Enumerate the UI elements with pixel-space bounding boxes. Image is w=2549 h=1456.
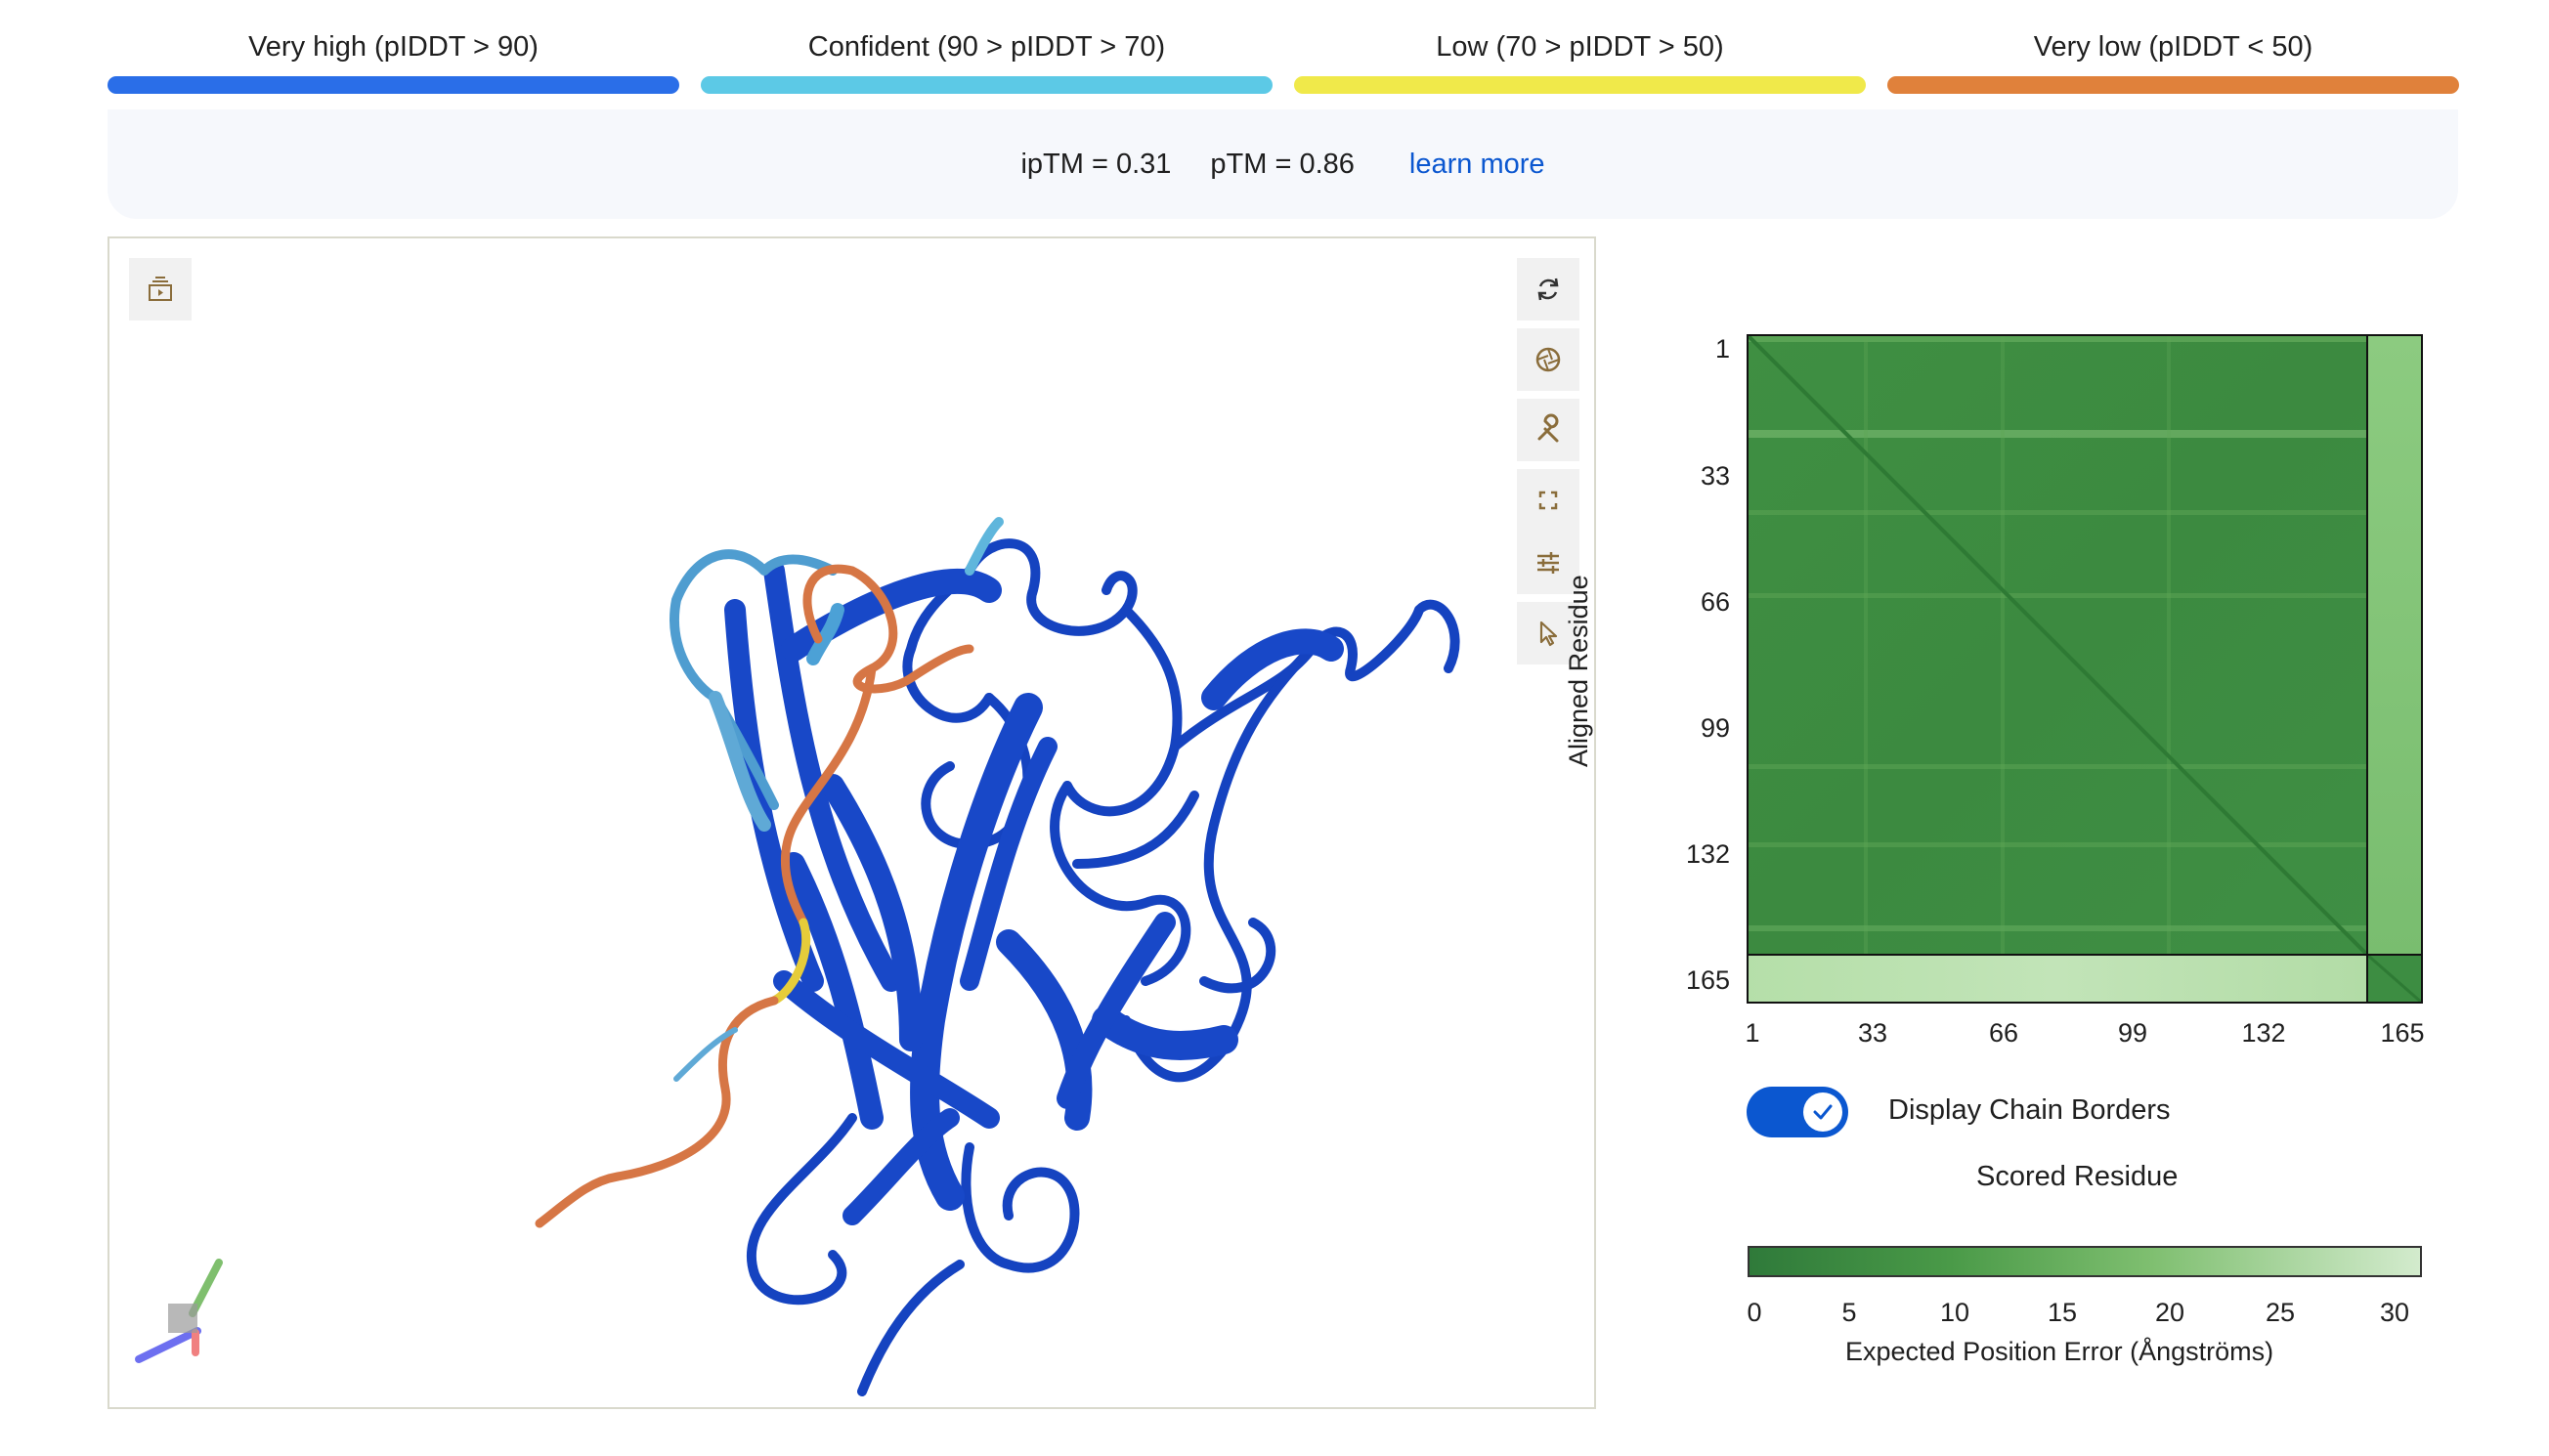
rotate-icon[interactable] <box>1517 258 1579 321</box>
iptm-score: ipTM = 0.31 <box>1020 148 1172 180</box>
legend-label: Confident (90 > pIDDT > 70) <box>807 31 1166 63</box>
legend-color-bar <box>701 76 1273 94</box>
x-tick: 99 <box>2117 1018 2148 1048</box>
error-colorbar <box>1748 1246 2422 1277</box>
chain-borders-label: Display Chain Borders <box>1888 1094 2171 1126</box>
score-banner: ipTM = 0.31 pTM = 0.86 learn more <box>108 109 2458 219</box>
learn-more-link[interactable]: learn more <box>1408 148 1545 180</box>
pae-heatmap[interactable] <box>1747 334 2423 1004</box>
legend-color-bar <box>1887 76 2459 94</box>
legend-label: Very low (pIDDT < 50) <box>2033 31 2313 63</box>
pae-panel: Aligned Residue 1 33 66 99 132 165 <box>1564 334 2425 1366</box>
plddt-legend: Very high (pIDDT > 90) Confident (90 > p… <box>108 27 2459 96</box>
legend-confident: Confident (90 > pIDDT > 70) <box>701 27 1273 94</box>
y-tick: 99 <box>1700 713 1730 743</box>
y-tick: 1 <box>1714 334 1730 364</box>
y-tick: 66 <box>1700 587 1730 617</box>
check-icon <box>1803 1092 1842 1132</box>
x-tick: 132 <box>2241 1018 2286 1048</box>
pointer-icon[interactable] <box>1517 602 1579 664</box>
sliders-icon[interactable] <box>1517 532 1579 594</box>
legend-color-bar <box>108 76 679 94</box>
camera-shutter-icon[interactable] <box>1517 328 1579 391</box>
x-tick: 33 <box>1857 1018 1888 1048</box>
x-tick: 165 <box>2380 1018 2425 1048</box>
axis-gizmo <box>135 1259 223 1363</box>
colorbar-tick: 0 <box>1747 1298 1762 1327</box>
legend-label: Low (70 > pIDDT > 50) <box>1436 31 1724 63</box>
ptm-score: pTM = 0.86 <box>1210 148 1355 180</box>
colorbar-tick: 25 <box>2265 1298 2296 1327</box>
protein-structure[interactable] <box>109 238 1596 1409</box>
y-tick: 132 <box>1685 839 1730 869</box>
colorbar-tick: 15 <box>2047 1298 2078 1327</box>
colorbar-tick: 30 <box>2379 1298 2410 1327</box>
x-tick: 1 <box>1745 1018 1760 1048</box>
colorbar-label: Expected Position Error (Ångströms) <box>1845 1337 2274 1366</box>
legend-label: Very high (pIDDT > 90) <box>248 31 539 63</box>
y-tick: 33 <box>1700 461 1730 491</box>
colorbar-tick: 20 <box>2154 1298 2185 1327</box>
wrench-icon[interactable] <box>1517 399 1579 461</box>
x-axis-label: Scored Residue <box>1976 1161 2179 1192</box>
legend-very-low: Very low (pIDDT < 50) <box>1887 27 2459 94</box>
legend-color-bar <box>1294 76 1866 94</box>
colorbar-tick: 5 <box>1841 1298 1857 1327</box>
chain-borders-toggle[interactable] <box>1747 1087 1848 1137</box>
colorbar-tick: 10 <box>1939 1298 1970 1327</box>
legend-low: Low (70 > pIDDT > 50) <box>1294 27 1866 94</box>
y-tick: 165 <box>1685 965 1730 995</box>
legend-very-high: Very high (pIDDT > 90) <box>108 27 679 94</box>
structure-viewer[interactable] <box>108 236 1596 1409</box>
x-tick: 66 <box>1988 1018 2019 1048</box>
fullscreen-icon[interactable] <box>1517 469 1579 532</box>
animation-icon[interactable] <box>129 258 192 321</box>
